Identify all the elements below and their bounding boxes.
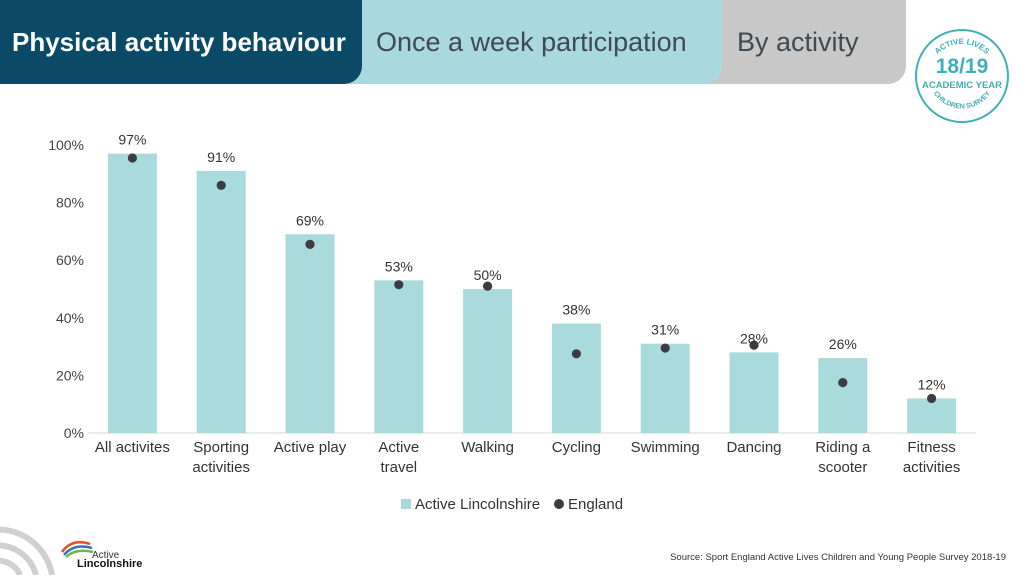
- data-label: 28%: [740, 330, 768, 346]
- bar-chart: 0% 20% 40% 60% 80% 100% 97% 91% 69% 53% 50% 38% 31%…: [48, 132, 976, 513]
- logo-line2: Lincolnshire: [77, 558, 143, 570]
- x-tick-label: activities: [903, 459, 961, 476]
- x-tick-label: Riding a: [815, 439, 871, 456]
- active-lincolnshire-logo: Active Lincolnshire: [60, 538, 160, 572]
- x-tick-label: Cycling: [552, 439, 601, 456]
- x-tick-label: Active play: [274, 439, 347, 456]
- dots-series: [127, 153, 937, 404]
- x-tick-label: Fitness: [907, 439, 955, 456]
- legend-label: Active Lincolnshire: [415, 496, 540, 513]
- bar: [374, 280, 424, 433]
- x-tick-label: Walking: [461, 439, 514, 456]
- y-tick-label: 20%: [56, 367, 84, 383]
- x-tick-label: All activites: [95, 439, 170, 456]
- bar: [907, 398, 957, 433]
- x-tick-label: travel: [380, 459, 417, 476]
- data-label: 26%: [829, 336, 857, 352]
- data-label: 38%: [562, 302, 590, 318]
- england-dot: [216, 180, 226, 190]
- england-dot: [927, 393, 937, 404]
- data-label: 50%: [474, 267, 502, 283]
- data-label: 53%: [385, 258, 413, 274]
- decorative-arcs: [0, 526, 55, 575]
- bar: [285, 234, 335, 433]
- england-dot: [660, 343, 670, 353]
- legend-label: England: [568, 496, 623, 513]
- legend: Active Lincolnshire England: [401, 496, 623, 513]
- x-tick-label: Swimming: [631, 439, 700, 456]
- data-label: 97%: [118, 132, 146, 148]
- badge-middle-text: ACADEMIC YEAR: [922, 80, 1002, 91]
- data-labels: 97% 91% 69% 53% 50% 38% 31% 28% 26% 12%: [118, 132, 945, 393]
- bar: [551, 323, 601, 433]
- bar: [818, 358, 868, 433]
- england-dot: [127, 153, 137, 163]
- tab-label: By activity: [737, 26, 859, 57]
- tab-once-a-week-participation[interactable]: Once a week participation: [340, 0, 722, 84]
- england-dot: [305, 239, 315, 249]
- active-lives-survey-badge: ACTIVE LIVES 18/19 ACADEMIC YEAR CHILDRE…: [915, 29, 1009, 123]
- legend-swatch-dot: [554, 499, 564, 509]
- y-tick-label: 60%: [56, 252, 84, 268]
- england-dot: [394, 280, 404, 290]
- england-dot: [838, 378, 848, 388]
- bar: [463, 289, 513, 433]
- x-tick-label: Active: [378, 439, 419, 456]
- logo-line1: Active: [92, 550, 120, 561]
- x-tick-label: Sporting: [193, 439, 249, 456]
- bar: [196, 170, 246, 434]
- tab-physical-activity-behaviour[interactable]: Physical activity behaviour: [0, 0, 362, 84]
- bar: [640, 343, 690, 433]
- tab-label: Physical activity behaviour: [12, 26, 346, 57]
- tab-label: Once a week participation: [376, 26, 687, 57]
- data-label: 12%: [918, 376, 946, 392]
- y-tick-label: 40%: [56, 310, 84, 326]
- x-tick-label: activities: [192, 459, 250, 476]
- x-axis: All activites Sporting activities Active pl…: [95, 439, 960, 476]
- y-tick-label: 100%: [48, 137, 84, 153]
- tab-by-activity[interactable]: By activity: [700, 0, 906, 84]
- x-tick-label: Dancing: [726, 439, 781, 456]
- data-label: 31%: [651, 322, 679, 338]
- x-tick-label: scooter: [818, 459, 867, 476]
- bar: [107, 153, 157, 433]
- logo-swoosh-icon: [60, 541, 94, 558]
- legend-swatch-bar: [401, 499, 411, 509]
- badge-year: 18/19: [936, 55, 989, 78]
- england-dot: [483, 281, 493, 291]
- source-note: Source: Sport England Active Lives Child…: [670, 552, 1006, 563]
- data-label: 91%: [207, 149, 235, 165]
- bars-series: [107, 153, 957, 434]
- data-label: 69%: [296, 212, 324, 228]
- england-dot: [749, 340, 759, 350]
- bar: [729, 352, 779, 433]
- y-tick-label: 80%: [56, 195, 84, 211]
- y-tick-label: 0%: [64, 425, 84, 441]
- england-dot: [571, 349, 582, 359]
